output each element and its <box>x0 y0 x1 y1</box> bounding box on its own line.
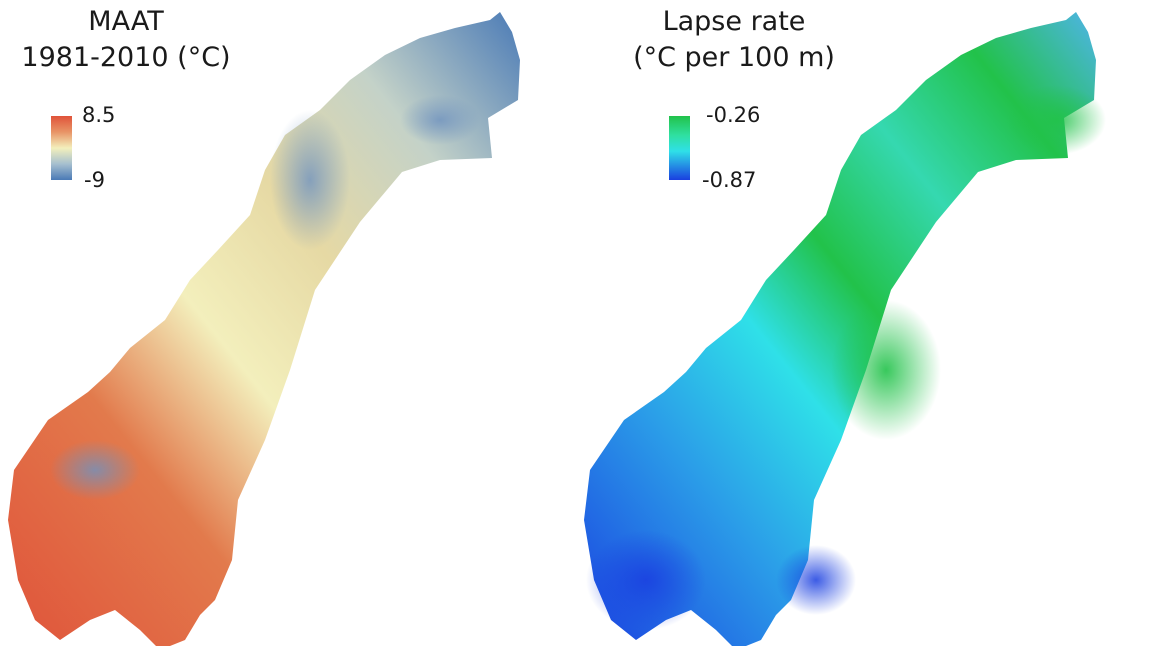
lapse-high-area <box>1006 85 1106 155</box>
maat-map <box>8 12 520 646</box>
maat-legend-min: -9 <box>84 168 105 192</box>
lapse-high-area <box>831 300 941 440</box>
lapse-rate-legend-max: -0.26 <box>706 103 761 127</box>
lapse-low-area <box>776 545 856 615</box>
lapse-rate-legend-min: -0.87 <box>702 168 757 192</box>
maat-title-line2: 1981-2010 (°C) <box>21 42 231 73</box>
norway-outline-maat <box>8 12 520 646</box>
lapse-rate-title-line2: (°C per 100 m) <box>633 42 835 73</box>
maat-title: MAAT 1981-2010 (°C) <box>6 4 246 76</box>
lapse-low-area <box>586 530 706 630</box>
lapse-rate-title-line1: Lapse rate <box>662 6 806 37</box>
mountain-cold-area <box>400 95 480 145</box>
maat-title-line1: MAAT <box>88 6 164 37</box>
lapse-rate-title: Lapse rate (°C per 100 m) <box>614 4 854 76</box>
mountain-cold-area <box>270 110 350 250</box>
maat-legend-max: 8.5 <box>82 103 116 127</box>
mountain-cold-area <box>50 440 140 500</box>
norway-outline-lapse <box>584 12 1096 646</box>
maat-legend-colorbar <box>51 116 72 180</box>
lapse-rate-map <box>584 12 1106 646</box>
lapse-rate-panel: Lapse rate (°C per 100 m) -0.26 -0.87 <box>576 0 1153 646</box>
maat-panel: MAAT 1981-2010 (°C) 8.5 -9 <box>0 0 576 646</box>
lapse-rate-legend-colorbar <box>669 116 690 180</box>
